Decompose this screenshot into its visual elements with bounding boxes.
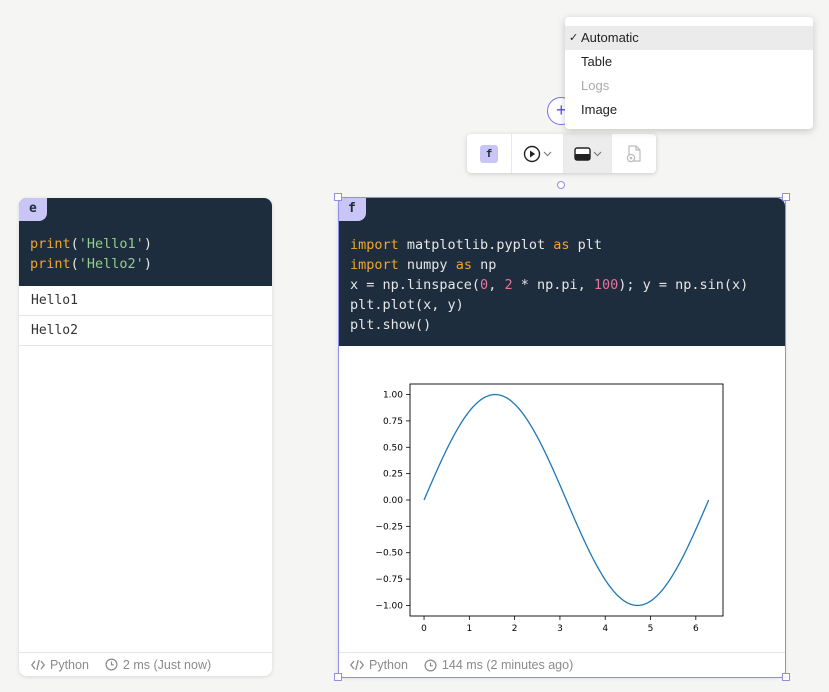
menu-item-label: Automatic bbox=[581, 30, 639, 45]
code-icon bbox=[31, 659, 45, 670]
x-tick-label: 6 bbox=[693, 624, 699, 634]
cell-e[interactable]: e print('Hello1') print('Hello2') Hello1 … bbox=[19, 198, 272, 676]
sine-line bbox=[423, 393, 710, 607]
menu-item-logs: Logs bbox=[565, 74, 813, 98]
resize-handle-bottom-left[interactable] bbox=[334, 673, 342, 681]
output-display-button[interactable] bbox=[564, 134, 612, 173]
menu-item-label: Table bbox=[581, 54, 613, 69]
resize-handle-top-right[interactable] bbox=[782, 193, 790, 201]
code-line: plt.plot(x, y) bbox=[350, 297, 464, 313]
cell-e-footer: Python 2 ms (Just now) bbox=[19, 652, 272, 676]
runtime-indicator: 2 ms (Just now) bbox=[105, 658, 211, 672]
chevron-down-icon bbox=[593, 151, 601, 156]
cell-f-footer: Python 144 ms (2 minutes ago) bbox=[338, 652, 785, 677]
code-icon bbox=[350, 659, 364, 671]
cell-f-badge[interactable]: f bbox=[338, 198, 366, 221]
chevron-down-icon bbox=[543, 151, 552, 156]
cell-label-button[interactable]: f bbox=[467, 134, 512, 173]
code-line: import matplotlib.pyplot as plt bbox=[350, 237, 602, 253]
y-tick-label: −0.75 bbox=[375, 575, 403, 585]
runtime-indicator: 144 ms (2 minutes ago) bbox=[424, 658, 573, 672]
y-tick-label: 0.50 bbox=[383, 443, 403, 453]
cell-e-output: Hello1 Hello2 bbox=[19, 286, 272, 346]
output-line: Hello2 bbox=[19, 316, 272, 346]
file-settings-button[interactable] bbox=[612, 134, 656, 173]
clock-icon bbox=[424, 658, 437, 672]
y-tick-label: 1.00 bbox=[383, 391, 403, 401]
cell-e-code[interactable]: print('Hello1') print('Hello2') bbox=[30, 234, 152, 274]
y-tick-label: 0.75 bbox=[383, 417, 403, 427]
menu-item-label: Logs bbox=[581, 78, 610, 93]
run-icon bbox=[523, 145, 541, 162]
language-label: Python bbox=[369, 658, 408, 672]
x-tick-label: 0 bbox=[421, 624, 427, 634]
plus-icon: + bbox=[556, 100, 567, 120]
output-line: Hello1 bbox=[19, 286, 272, 316]
menu-item-table[interactable]: Table bbox=[565, 50, 813, 74]
y-tick-label: −0.50 bbox=[375, 549, 403, 559]
output-display-icon bbox=[573, 146, 591, 161]
runtime-label: 144 ms (2 minutes ago) bbox=[441, 658, 574, 672]
menu-item-label: Image bbox=[581, 102, 618, 117]
y-tick-label: 0.00 bbox=[383, 496, 403, 506]
run-button[interactable] bbox=[512, 134, 564, 173]
x-tick-label: 5 bbox=[648, 624, 654, 634]
resize-handle-top-left[interactable] bbox=[334, 193, 342, 201]
cell-f[interactable]: f import matplotlib.pyplot as plt import … bbox=[338, 198, 785, 677]
cell-f-code[interactable]: import matplotlib.pyplot as plt import nu… bbox=[350, 235, 748, 335]
output-mode-menu: ✓ Automatic Table Logs Image bbox=[565, 17, 813, 129]
code-line: print('Hello2') bbox=[30, 256, 152, 272]
clock-icon bbox=[105, 658, 118, 671]
y-tick-label: 0.25 bbox=[383, 470, 403, 480]
runtime-label: 2 ms (Just now) bbox=[122, 657, 212, 672]
code-line: plt.show() bbox=[350, 317, 432, 333]
code-line: import numpy as np bbox=[350, 257, 497, 273]
x-tick-label: 4 bbox=[602, 624, 608, 634]
code-line: x = np.linspace(0, 2 * np.pi, 100); y = … bbox=[350, 277, 749, 293]
menu-item-image[interactable]: Image bbox=[565, 98, 813, 122]
x-tick-label: 3 bbox=[557, 624, 563, 634]
cell-e-code-editor[interactable]: e print('Hello1') print('Hello2') bbox=[19, 198, 272, 286]
y-tick-label: −0.25 bbox=[375, 522, 403, 532]
file-settings-icon bbox=[626, 144, 641, 162]
y-tick-label: −1.00 bbox=[375, 601, 403, 611]
language-indicator: Python bbox=[31, 658, 89, 672]
cell-e-badge[interactable]: e bbox=[19, 198, 47, 221]
language-indicator: Python bbox=[350, 658, 408, 672]
language-label: Python bbox=[50, 657, 89, 672]
menu-item-automatic[interactable]: ✓ Automatic bbox=[565, 26, 813, 50]
x-tick-label: 1 bbox=[466, 624, 472, 634]
connection-handle[interactable] bbox=[557, 181, 565, 189]
x-tick-label: 2 bbox=[512, 624, 518, 634]
sine-plot: 0 1 2 3 4 5 6 1.00 0.75 0.50 0.25 0.00 −0.25 −0.50 −0.… bbox=[375, 383, 724, 634]
cell-f-output: 0 1 2 3 4 5 6 1.00 0.75 0.50 0.25 0.00 −0.25 −0.50 −0.… bbox=[338, 346, 785, 652]
code-line: print('Hello1') bbox=[30, 236, 152, 252]
cell-f-code-editor[interactable]: f import matplotlib.pyplot as plt import … bbox=[338, 198, 785, 346]
cell-toolbar: f bbox=[467, 134, 656, 173]
cell-label-icon: f bbox=[480, 144, 498, 163]
resize-handle-bottom-right[interactable] bbox=[782, 673, 790, 681]
check-icon: ✓ bbox=[569, 32, 579, 44]
